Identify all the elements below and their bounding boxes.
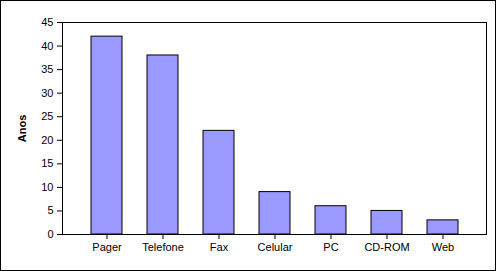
svg-text:Anos: Anos bbox=[16, 115, 28, 143]
svg-text:Telefone: Telefone bbox=[142, 241, 184, 253]
svg-text:Pager: Pager bbox=[92, 241, 122, 253]
svg-text:Fax: Fax bbox=[210, 241, 229, 253]
svg-text:PC: PC bbox=[323, 241, 338, 253]
svg-text:30: 30 bbox=[41, 87, 53, 99]
svg-text:15: 15 bbox=[41, 157, 53, 169]
svg-text:10: 10 bbox=[41, 181, 53, 193]
svg-text:40: 40 bbox=[41, 40, 53, 52]
svg-text:35: 35 bbox=[41, 63, 53, 75]
svg-text:5: 5 bbox=[47, 204, 53, 216]
svg-text:Web: Web bbox=[432, 241, 454, 253]
svg-text:0: 0 bbox=[47, 228, 53, 240]
svg-text:45: 45 bbox=[41, 16, 53, 28]
svg-text:20: 20 bbox=[41, 134, 53, 146]
svg-text:Celular: Celular bbox=[258, 241, 293, 253]
svg-text:25: 25 bbox=[41, 110, 53, 122]
svg-text:CD-ROM: CD-ROM bbox=[364, 241, 409, 253]
